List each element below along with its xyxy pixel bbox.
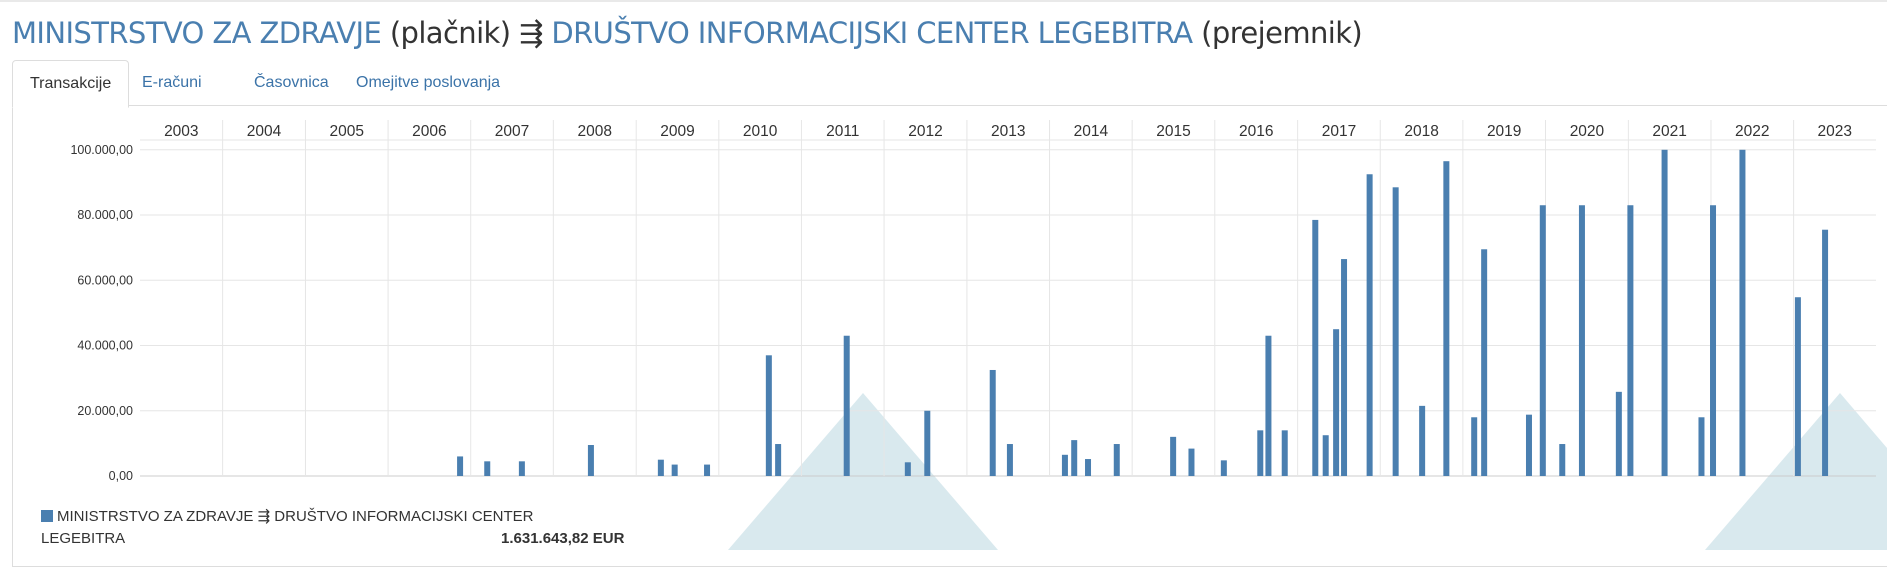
data-bar: [1220, 460, 1227, 476]
data-bar: [518, 461, 525, 476]
data-bar: [1061, 454, 1068, 476]
data-bar: [1559, 444, 1566, 476]
tab-transakcije[interactable]: Transakcije: [12, 60, 130, 108]
data-bar: [484, 461, 491, 476]
data-bar: [1085, 459, 1092, 476]
data-bar: [671, 464, 678, 476]
data-bar: [765, 355, 772, 476]
data-bar: [1710, 205, 1717, 476]
data-bar: [1170, 436, 1177, 476]
chart-legend: MINISTRSTVO ZA ZDRAVJE ⇶ DRUŠTVO INFORMA…: [41, 506, 624, 547]
tab-e-racuni[interactable]: E-računi: [142, 74, 202, 91]
legend-total-amount: 1.631.643,82 EUR: [501, 530, 625, 547]
y-tick-label: 0,00: [109, 469, 133, 483]
y-tick-label: 100.000,00: [70, 143, 133, 157]
y-tick-label: 60.000,00: [77, 273, 133, 287]
transactions-chart: 0,00 20.000,00 40.000,00 60.000,00 80.000,00…: [70, 120, 1876, 483]
year-label: 2005: [330, 123, 364, 140]
year-label: 2020: [1570, 123, 1605, 140]
data-bar: [587, 445, 594, 476]
data-bar: [1481, 249, 1488, 476]
data-bar: [1333, 329, 1340, 476]
tab-panel: [12, 105, 1887, 567]
data-bar: [1392, 187, 1399, 476]
recipient-role: (prejemnik): [1201, 16, 1363, 50]
data-bar: [1615, 391, 1622, 476]
year-label: 2009: [660, 123, 694, 140]
year-label: 2012: [908, 123, 942, 140]
legend-label-line1: MINISTRSTVO ZA ZDRAVJE ⇶ DRUŠTVO INFORMA…: [57, 508, 534, 525]
year-label: 2015: [1156, 123, 1190, 140]
recipient-link[interactable]: DRUŠTVO INFORMACIJSKI CENTER LEGEBITRA: [551, 16, 1193, 50]
year-label: 2022: [1735, 123, 1769, 140]
year-label: 2023: [1818, 123, 1852, 140]
year-label: 2008: [578, 123, 612, 140]
year-label: 2003: [164, 123, 198, 140]
year-label: 2011: [826, 123, 859, 140]
data-bar: [904, 462, 911, 476]
data-bar: [924, 410, 931, 476]
data-bar: [775, 444, 782, 476]
year-label: 2014: [1074, 123, 1109, 140]
data-bar: [1578, 205, 1585, 476]
data-bar: [1341, 259, 1348, 476]
year-label: 2004: [247, 123, 282, 140]
year-label: 2021: [1652, 123, 1686, 140]
payer-role: (plačnik): [389, 16, 511, 50]
page-title: MINISTRSTVO ZA ZDRAVJE (plačnik) ⇶ DRUŠT…: [12, 14, 1363, 52]
data-bar: [1661, 149, 1668, 476]
year-label: 2007: [495, 123, 529, 140]
data-bar: [1257, 430, 1264, 476]
data-bar: [1539, 205, 1546, 476]
data-bar: [1471, 417, 1478, 476]
data-bar: [657, 459, 664, 476]
data-bar: [1794, 297, 1801, 476]
tab-omejitve-poslovanja[interactable]: Omejitve poslovanja: [356, 74, 501, 91]
legend-swatch: [41, 510, 53, 522]
data-bar: [1627, 205, 1634, 476]
y-tick-label: 80.000,00: [77, 208, 133, 222]
data-bar: [1739, 149, 1746, 476]
top-divider: [0, 0, 1887, 2]
data-bar: [989, 369, 996, 476]
year-label: 2017: [1322, 123, 1356, 140]
data-bar: [1822, 229, 1829, 476]
data-bar: [1419, 405, 1426, 476]
year-label: 2019: [1487, 123, 1521, 140]
flow-icon: ⇶: [519, 16, 543, 50]
data-bar: [1113, 444, 1120, 476]
data-bar: [1322, 435, 1329, 476]
data-bar: [1698, 417, 1705, 476]
year-label: 2016: [1239, 123, 1273, 140]
payer-link[interactable]: MINISTRSTVO ZA ZDRAVJE: [12, 16, 382, 50]
data-bar: [1366, 174, 1373, 476]
year-label: 2013: [991, 123, 1025, 140]
data-bar: [843, 335, 850, 476]
y-tick-label: 40.000,00: [77, 339, 133, 353]
decor-triangle-left: [728, 393, 998, 550]
data-bar: [1443, 161, 1450, 476]
data-bar: [704, 464, 711, 476]
data-bar: [1312, 219, 1319, 476]
year-label: 2018: [1404, 123, 1438, 140]
data-bar: [1525, 414, 1532, 476]
y-tick-label: 20.000,00: [77, 404, 133, 418]
legend-label-line2: LEGEBITRA: [41, 530, 126, 547]
data-bar: [1188, 448, 1195, 476]
year-label: 2006: [412, 123, 446, 140]
data-bar: [1006, 444, 1013, 476]
year-label: 2010: [743, 123, 778, 140]
data-bar: [1071, 440, 1078, 476]
tab-casovnica[interactable]: Časovnica: [254, 74, 329, 91]
data-bar: [457, 456, 464, 476]
data-bar: [1281, 430, 1288, 476]
data-bar: [1265, 335, 1272, 476]
